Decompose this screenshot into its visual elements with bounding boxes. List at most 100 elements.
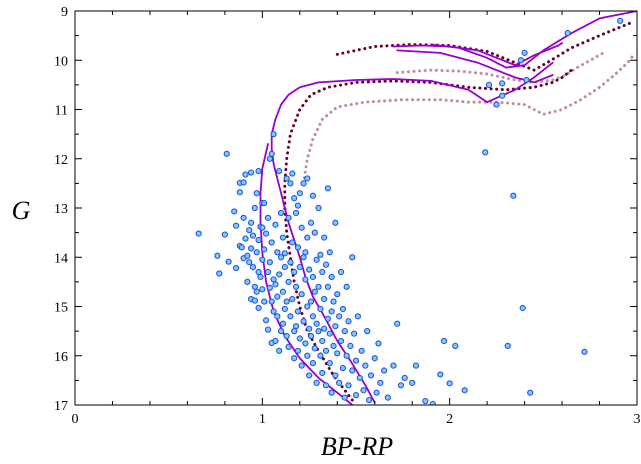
star-point bbox=[236, 189, 243, 196]
star-point bbox=[223, 150, 230, 157]
star-point bbox=[371, 355, 378, 362]
x-tick-label: 3 bbox=[634, 412, 641, 427]
star-point bbox=[266, 155, 273, 162]
star-point bbox=[352, 357, 360, 364]
star-point bbox=[523, 76, 530, 84]
star-point bbox=[261, 199, 268, 207]
star-point bbox=[345, 318, 352, 325]
star-point bbox=[283, 175, 290, 182]
star-point bbox=[264, 268, 272, 276]
star-point bbox=[262, 230, 270, 237]
star-point bbox=[315, 204, 322, 212]
isochrone-line-solid bbox=[259, 143, 354, 405]
star-point bbox=[276, 271, 283, 278]
star-point bbox=[367, 372, 375, 379]
star-point bbox=[247, 219, 255, 226]
star-point bbox=[233, 222, 240, 229]
star-point bbox=[247, 245, 255, 252]
star-point bbox=[249, 264, 257, 271]
star-point bbox=[246, 259, 253, 266]
star-point bbox=[240, 214, 247, 221]
star-point bbox=[272, 281, 279, 288]
star-point bbox=[334, 350, 341, 357]
star-point bbox=[264, 214, 272, 221]
star-point bbox=[354, 313, 361, 320]
star-point bbox=[257, 273, 264, 281]
star-point bbox=[358, 347, 365, 354]
star-point bbox=[268, 239, 275, 246]
star-point bbox=[294, 308, 302, 315]
star-point bbox=[347, 342, 354, 349]
star-point bbox=[287, 313, 294, 320]
star-point bbox=[309, 273, 317, 281]
star-point bbox=[289, 239, 296, 246]
star-point bbox=[298, 362, 305, 369]
star-point bbox=[330, 298, 337, 305]
isochrone-line-solid bbox=[392, 42, 563, 67]
star-point bbox=[341, 328, 348, 335]
star-point bbox=[366, 396, 373, 404]
star-point bbox=[266, 284, 273, 291]
y-tick-label: 11 bbox=[55, 104, 68, 119]
star-point bbox=[510, 192, 517, 199]
star-point bbox=[242, 171, 249, 178]
star-point bbox=[315, 328, 322, 335]
star-point bbox=[274, 313, 281, 320]
star-point bbox=[328, 273, 335, 281]
star-point bbox=[304, 352, 311, 359]
star-point bbox=[262, 317, 270, 324]
star-point bbox=[493, 101, 500, 108]
star-point bbox=[311, 288, 318, 295]
star-point bbox=[279, 288, 287, 295]
star-point bbox=[277, 254, 285, 261]
star-point bbox=[291, 355, 298, 362]
star-point bbox=[294, 244, 302, 251]
y-tick-label: 17 bbox=[54, 399, 68, 414]
star-point bbox=[349, 367, 356, 374]
x-tick-label: 0 bbox=[72, 412, 79, 427]
star-point bbox=[306, 372, 313, 379]
star-point bbox=[268, 150, 275, 157]
star-point bbox=[437, 371, 444, 378]
star-point bbox=[330, 342, 337, 349]
star-point bbox=[328, 308, 335, 315]
x-axis-title: BP-RP bbox=[321, 432, 393, 461]
star-point bbox=[384, 394, 391, 401]
star-point bbox=[221, 231, 228, 238]
star-point bbox=[317, 251, 324, 258]
star-point bbox=[261, 298, 268, 305]
x-axis: 0 1 2 3 bbox=[72, 11, 641, 427]
star-point bbox=[281, 305, 288, 313]
star-point bbox=[281, 250, 288, 257]
star-point bbox=[266, 259, 273, 266]
star-point bbox=[319, 369, 326, 377]
star-point bbox=[214, 252, 221, 259]
star-point bbox=[527, 389, 534, 396]
star-point bbox=[281, 264, 288, 271]
star-point bbox=[394, 320, 401, 327]
star-point bbox=[332, 323, 339, 330]
star-point bbox=[504, 342, 511, 349]
star-point bbox=[302, 340, 309, 347]
star-point bbox=[332, 372, 339, 379]
star-point bbox=[274, 293, 281, 300]
isochrone-line-dotted-light bbox=[395, 51, 605, 84]
star-point bbox=[324, 283, 331, 290]
star-point bbox=[272, 221, 279, 228]
star-point bbox=[255, 236, 262, 244]
star-point bbox=[364, 328, 371, 335]
star-point bbox=[247, 169, 255, 176]
star-point bbox=[307, 219, 315, 226]
star-point bbox=[343, 352, 350, 359]
isochrone-line-dotted-dark bbox=[283, 68, 573, 402]
star-point bbox=[517, 57, 524, 64]
star-point bbox=[307, 298, 315, 305]
star-point bbox=[311, 345, 318, 352]
star-point bbox=[277, 328, 285, 335]
star-point bbox=[309, 360, 317, 367]
star-point bbox=[306, 325, 313, 332]
star-point bbox=[255, 167, 262, 175]
star-point bbox=[429, 400, 436, 405]
star-point bbox=[440, 337, 448, 345]
